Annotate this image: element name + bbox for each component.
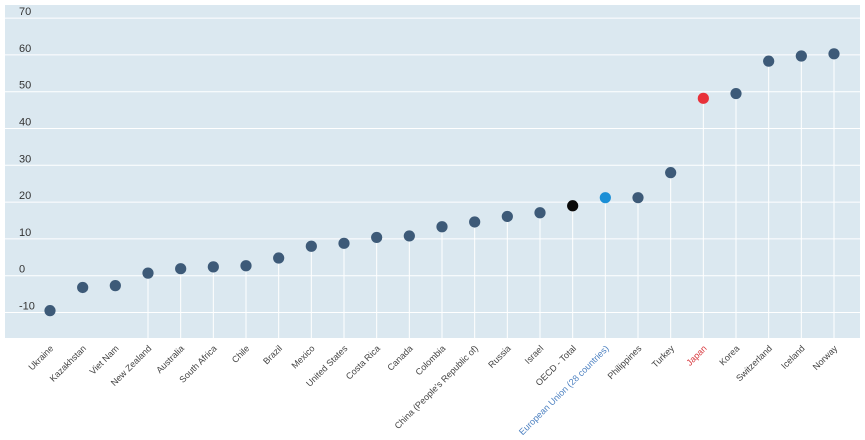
data-point — [77, 281, 89, 294]
category-label: Canada — [385, 343, 414, 372]
data-point — [828, 48, 840, 60]
data-point — [207, 261, 219, 273]
data-point — [567, 200, 579, 212]
data-point — [371, 231, 383, 244]
data-point — [436, 221, 448, 233]
data-point — [175, 263, 187, 275]
category-label: Iceland — [779, 343, 807, 371]
category-label: Costa Rica — [344, 343, 382, 381]
y-tick-label: 10 — [19, 227, 31, 239]
data-point — [730, 87, 742, 100]
y-tick-label: 30 — [19, 153, 31, 165]
category-label: Philippines — [606, 343, 644, 381]
data-point — [403, 230, 415, 242]
category-label: Turkey — [650, 343, 677, 370]
category-label: Australia — [154, 343, 186, 375]
data-points — [44, 48, 840, 317]
data-point — [469, 216, 481, 228]
stems — [147, 53, 835, 338]
data-point — [697, 92, 709, 104]
category-label: Ukraine — [26, 343, 55, 372]
category-label: Israel — [523, 343, 546, 366]
y-tick-label: 70 — [19, 6, 31, 18]
category-label: Chile — [230, 343, 252, 365]
y-tick-label: 40 — [19, 117, 31, 129]
data-point — [273, 252, 285, 264]
y-tick-label: 0 — [19, 264, 25, 276]
y-tick-label: -10 — [19, 301, 35, 313]
y-tick-label: 60 — [19, 43, 31, 55]
category-label: Colombia — [413, 343, 447, 377]
data-point — [305, 240, 317, 252]
data-point — [338, 237, 350, 249]
data-point — [632, 192, 644, 204]
category-label: Norway — [811, 343, 840, 372]
y-tick-label: 20 — [19, 190, 31, 202]
data-point — [44, 305, 56, 317]
y-axis-tick-labels: -10 0 10 20 30 40 50 60 70 — [19, 6, 35, 312]
data-point — [795, 50, 807, 62]
category-label: Russia — [486, 343, 513, 370]
category-label: Viet Nam — [88, 343, 121, 376]
category-label: Brazil — [261, 343, 284, 366]
data-point — [665, 167, 677, 179]
data-point — [109, 280, 121, 292]
data-point — [240, 260, 252, 272]
data-point — [534, 207, 546, 219]
data-point — [142, 267, 154, 279]
category-label: Japan — [684, 343, 708, 367]
data-point — [501, 210, 513, 223]
category-label: Korea — [717, 343, 741, 367]
data-point — [599, 192, 611, 204]
y-tick-label: 50 — [19, 80, 31, 92]
category-label: Mexico — [290, 343, 317, 370]
data-point — [763, 55, 775, 67]
